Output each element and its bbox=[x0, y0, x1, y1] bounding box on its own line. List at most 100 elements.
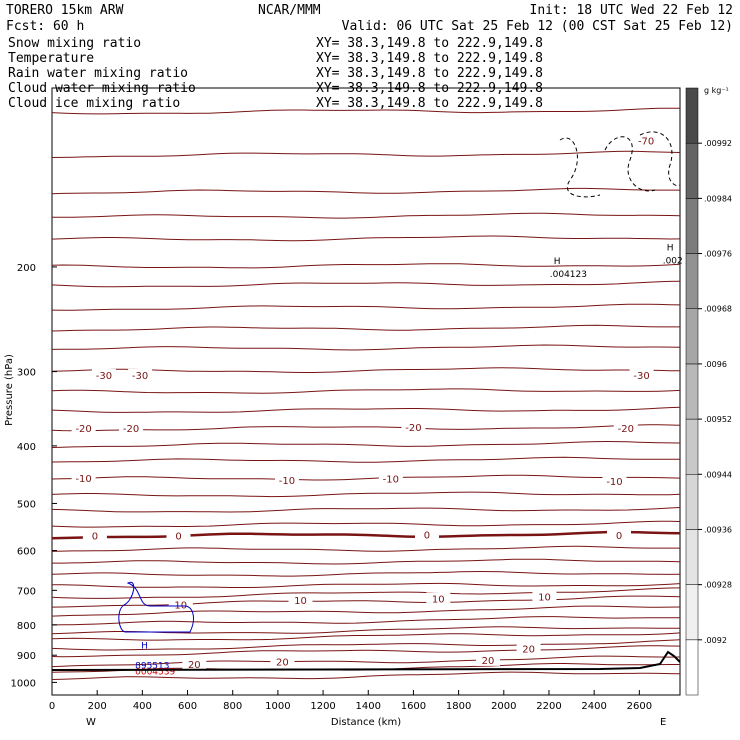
y-axis: 200 300 400 500 600 700 800 900 1000 bbox=[11, 263, 57, 689]
field-name: Snow mixing ratio bbox=[8, 36, 141, 51]
x-tick-label: 1800 bbox=[446, 701, 471, 712]
isotherm-label-bg bbox=[602, 474, 627, 487]
x-axis-east-label: E bbox=[660, 717, 666, 728]
colorbar-label: .00992 bbox=[704, 139, 732, 148]
colorbar-label: .00984 bbox=[704, 194, 732, 203]
ice-max-value: .004123 bbox=[550, 270, 587, 280]
isotherm-line bbox=[51, 616, 681, 626]
field-legend: Snow mixing ratio XY= 38.3,149.8 to 222.9… bbox=[8, 36, 543, 111]
isotherm-line bbox=[51, 587, 681, 599]
colorbar-swatch bbox=[685, 308, 699, 365]
y-tick-label: 300 bbox=[17, 368, 36, 379]
isotherm-line bbox=[51, 235, 681, 242]
colorbar-swatch bbox=[685, 529, 699, 585]
isotherm-line bbox=[51, 507, 681, 513]
cloud-water-contour bbox=[118, 581, 194, 633]
x-tick-label: 200 bbox=[88, 701, 107, 712]
isotherm-label: 20 bbox=[482, 656, 495, 667]
isotherm-label-bg bbox=[82, 529, 107, 542]
colorbar-swatch bbox=[685, 363, 699, 420]
isotherm-line bbox=[51, 150, 681, 158]
isotherm-line bbox=[51, 655, 681, 668]
isotherm-label: 0 bbox=[616, 531, 622, 542]
isotherm-line bbox=[51, 530, 681, 540]
isotherm-line bbox=[51, 595, 681, 608]
isotherm-line bbox=[51, 570, 681, 577]
isotherm-line bbox=[51, 107, 680, 115]
temperature-contours: -70-30 -30 -30-20 -20 -20 -20-10 -10 -10 -100 0 0 0… bbox=[51, 107, 681, 680]
colorbar-swatch bbox=[685, 198, 699, 254]
isotherm-label-bg bbox=[475, 653, 500, 666]
isotherm-line bbox=[52, 558, 681, 565]
isotherm-label: -10 bbox=[383, 475, 399, 486]
isotherm-line bbox=[51, 645, 681, 658]
isotherm-label-bg bbox=[166, 529, 191, 542]
isotherm-label: -30 bbox=[132, 371, 148, 382]
isotherm-line bbox=[52, 582, 681, 588]
isotherm-line bbox=[51, 474, 681, 481]
colorbar-units: g kg⁻¹ bbox=[704, 86, 729, 95]
isotherm-label-bg bbox=[288, 594, 313, 607]
x-tick-label: 1600 bbox=[401, 701, 426, 712]
cloud-water-max-value: 895513 bbox=[135, 662, 169, 672]
isotherm-label: -10 bbox=[279, 476, 295, 487]
x-tick-label: 400 bbox=[133, 701, 152, 712]
isotherm-line bbox=[51, 632, 681, 641]
x-tick-label: 1000 bbox=[265, 701, 290, 712]
cloud-water-max-marker: H bbox=[141, 642, 148, 652]
y-tick-label: 800 bbox=[17, 621, 36, 632]
isotherm-line bbox=[51, 671, 681, 680]
isotherm-line bbox=[52, 212, 681, 219]
ice-contour bbox=[639, 131, 681, 187]
isotherm-label: -30 bbox=[633, 371, 649, 382]
field-name: Rain water mixing ratio bbox=[8, 66, 188, 81]
terrain-surface bbox=[51, 650, 681, 671]
isotherm-label: 10 bbox=[538, 593, 551, 604]
isotherm-label-bg bbox=[516, 642, 541, 655]
isotherm-line bbox=[51, 545, 680, 552]
field-name: Temperature bbox=[8, 51, 94, 66]
isotherm-label-bg bbox=[426, 592, 451, 605]
field-xy-range: XY= 38.3,149.8 to 222.9,149.8 bbox=[316, 66, 543, 81]
y-axis-label: Pressure (hPa) bbox=[4, 354, 15, 426]
field-xy-range: XY= 38.3,149.8 to 222.9,149.8 bbox=[316, 96, 543, 111]
isotherm-label-bg bbox=[532, 590, 557, 603]
isotherm-label: -10 bbox=[606, 477, 622, 488]
colorbar: .0092 .00928 .00936 .00944 .00952 .0096 .00968… bbox=[685, 87, 732, 696]
center-title: NCAR/MMM bbox=[258, 3, 321, 18]
isotherm-label-bg bbox=[128, 368, 153, 381]
colorbar-swatch bbox=[685, 142, 699, 199]
model-title: TORERO 15km ARW bbox=[6, 3, 124, 18]
isotherm-label-bg bbox=[71, 422, 96, 435]
x-tick-label: 1400 bbox=[356, 701, 381, 712]
x-tick-label: 2600 bbox=[627, 701, 652, 712]
isotherm-line bbox=[51, 605, 681, 617]
isotherm-label-bg bbox=[274, 473, 299, 486]
isotherm-label: -20 bbox=[405, 423, 421, 434]
forecast-hour: Fcst: 60 h bbox=[6, 19, 84, 34]
isotherm-label-bg bbox=[613, 422, 638, 435]
isotherm-line bbox=[51, 424, 681, 432]
isotherm-line bbox=[51, 440, 681, 448]
isotherm-line bbox=[51, 367, 681, 373]
isotherm-line bbox=[51, 491, 681, 498]
isotherm-label: 20 bbox=[522, 644, 535, 655]
colorbar-swatch bbox=[685, 87, 699, 144]
colorbar-swatch bbox=[685, 253, 699, 309]
isotherm-label: -20 bbox=[618, 424, 634, 435]
isotherm-label-bg bbox=[607, 528, 632, 541]
isotherm-label: -30 bbox=[96, 371, 112, 382]
x-tick-label: 2000 bbox=[491, 701, 516, 712]
isotherm-label: 0 bbox=[175, 531, 181, 542]
isotherm-line bbox=[51, 626, 680, 635]
y-tick-label: 900 bbox=[17, 651, 36, 662]
colorbar-label: .0092 bbox=[704, 636, 727, 645]
isotherm-line bbox=[51, 280, 681, 288]
x-tick-label: 0 bbox=[49, 701, 55, 712]
isotherm-label-bg bbox=[270, 655, 295, 668]
y-tick-label: 500 bbox=[17, 499, 36, 510]
terrain-line bbox=[51, 650, 681, 671]
isotherm-label: 20 bbox=[276, 657, 289, 668]
colorbar-swatch bbox=[685, 418, 699, 475]
